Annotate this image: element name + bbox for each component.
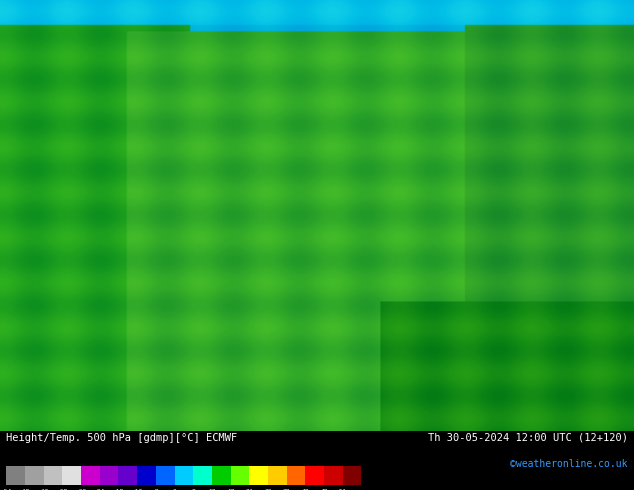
Text: 54: 54 xyxy=(339,489,346,490)
Text: -42: -42 xyxy=(38,489,49,490)
Bar xyxy=(119,466,137,485)
Text: 48: 48 xyxy=(320,489,328,490)
Text: 12: 12 xyxy=(208,489,216,490)
Text: 42: 42 xyxy=(302,489,309,490)
Text: -18: -18 xyxy=(113,489,124,490)
Bar xyxy=(174,466,193,485)
Text: -12: -12 xyxy=(131,489,143,490)
Bar xyxy=(193,466,212,485)
Text: -38: -38 xyxy=(57,489,68,490)
Bar xyxy=(100,466,119,485)
Bar xyxy=(25,466,44,485)
Text: -8: -8 xyxy=(152,489,160,490)
Bar xyxy=(212,466,231,485)
Text: 18: 18 xyxy=(227,489,235,490)
Bar xyxy=(268,466,287,485)
Text: 30: 30 xyxy=(264,489,272,490)
Bar xyxy=(306,466,324,485)
Text: 38: 38 xyxy=(283,489,290,490)
Text: -54: -54 xyxy=(1,489,12,490)
Text: Th 30-05-2024 12:00 UTC (12+120): Th 30-05-2024 12:00 UTC (12+120) xyxy=(428,433,628,443)
Text: Height/Temp. 500 hPa [gdmp][°C] ECMWF: Height/Temp. 500 hPa [gdmp][°C] ECMWF xyxy=(6,433,238,443)
Text: 0: 0 xyxy=(172,489,176,490)
Text: -48: -48 xyxy=(20,489,30,490)
Bar xyxy=(62,466,81,485)
Text: 8: 8 xyxy=(191,489,195,490)
Bar xyxy=(6,466,25,485)
Bar xyxy=(44,466,62,485)
Bar xyxy=(343,466,361,485)
Bar xyxy=(81,466,100,485)
Text: ©weatheronline.co.uk: ©weatheronline.co.uk xyxy=(510,460,628,469)
Bar xyxy=(156,466,174,485)
Bar xyxy=(249,466,268,485)
Text: -24: -24 xyxy=(94,489,105,490)
Bar xyxy=(137,466,156,485)
Text: 24: 24 xyxy=(245,489,253,490)
Text: -30: -30 xyxy=(75,489,87,490)
Bar xyxy=(287,466,306,485)
Bar xyxy=(231,466,249,485)
Bar xyxy=(324,466,343,485)
